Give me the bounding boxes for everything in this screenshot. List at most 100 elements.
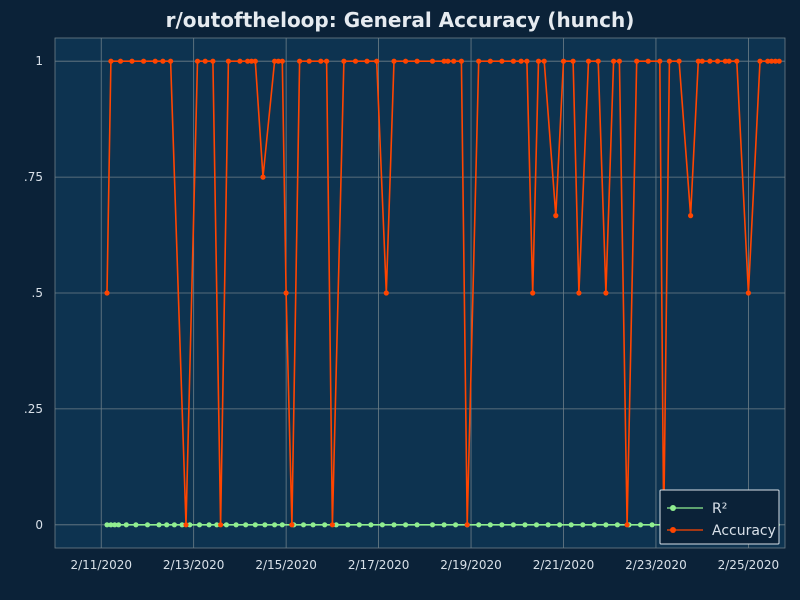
accuracy-point (160, 58, 166, 64)
r2-point (104, 522, 110, 528)
accuracy-point (576, 290, 582, 296)
accuracy-point (699, 58, 705, 64)
accuracy-point (570, 58, 576, 64)
accuracy-point (603, 290, 609, 296)
r2-point (116, 522, 122, 528)
r2-point (144, 522, 151, 528)
accuracy-point (518, 58, 524, 64)
legend-accuracy-label: Accuracy (712, 523, 776, 539)
accuracy-series-line (106, 60, 780, 526)
accuracy-point (194, 58, 201, 64)
accuracy-point (352, 58, 359, 64)
legend-accuracy-marker (670, 527, 676, 533)
accuracy-point (451, 58, 457, 64)
accuracy-point (715, 58, 721, 64)
r2-point (112, 522, 118, 528)
accuracy-point (441, 58, 447, 64)
r2-point (133, 522, 139, 528)
r2-point (272, 522, 278, 528)
r2-point (333, 522, 339, 528)
r2-point (391, 522, 397, 528)
r2-point (310, 522, 316, 528)
accuracy-point (476, 58, 482, 64)
r2-point (368, 522, 374, 528)
accuracy-point (688, 213, 694, 219)
accuracy-point (657, 58, 663, 64)
accuracy-point (585, 58, 592, 64)
accuracy-point (726, 58, 732, 64)
r2-point (300, 522, 307, 528)
accuracy-point (297, 58, 303, 64)
accuracy-point (374, 58, 380, 64)
accuracy-point (279, 58, 285, 64)
x-tick-label: 2/17/2020 (348, 558, 410, 572)
accuracy-point (289, 522, 295, 528)
accuracy-point (745, 290, 752, 296)
accuracy-point (318, 58, 324, 64)
accuracy-point (225, 58, 231, 64)
accuracy-point (329, 522, 335, 528)
accuracy-point (487, 58, 493, 64)
r2-point (156, 522, 162, 528)
accuracy-point (722, 58, 728, 64)
r2-point (403, 522, 409, 528)
accuracy-point (624, 522, 630, 528)
accuracy-point (183, 522, 189, 528)
r2-point (171, 522, 177, 528)
accuracy-point (695, 58, 701, 64)
accuracy-point (541, 58, 547, 64)
accuracy-point (202, 58, 208, 64)
r2-point (379, 522, 385, 528)
accuracy-point (524, 58, 530, 64)
r2-point (279, 522, 285, 528)
r2-point (476, 522, 482, 528)
accuracy-point (210, 58, 216, 64)
x-tick-label: 2/13/2020 (163, 558, 225, 572)
r2-point (243, 522, 249, 528)
accuracy-point (272, 58, 278, 64)
r2-point (591, 522, 597, 528)
accuracy-point (414, 58, 420, 64)
r2-point (345, 522, 351, 528)
r2-point (499, 522, 505, 528)
accuracy-point (645, 58, 651, 64)
chart-title: r/outoftheloop: General Accuracy (hunch) (166, 8, 635, 32)
accuracy-point (260, 174, 266, 180)
accuracy-point (776, 58, 782, 64)
r2-point (429, 522, 436, 528)
x-tick-label: 2/21/2020 (533, 558, 595, 572)
accuracy-point (152, 58, 158, 64)
accuracy-point (218, 522, 224, 528)
r2-point (441, 522, 447, 528)
r2-point (322, 522, 328, 528)
tick-labels: 0 .25 .5 .75 1 2/11/2020 2/13/2020 2/15/2020 2/1… (24, 54, 779, 572)
legend: R² Accuracy (659, 489, 780, 545)
accuracy-point (324, 58, 330, 64)
x-tick-label: 2/23/2020 (625, 558, 687, 572)
accuracy-point (141, 58, 147, 64)
r2-point (262, 522, 268, 528)
accuracy-point (707, 58, 713, 64)
y-tick-label: .75 (24, 170, 43, 184)
accuracy-point (104, 290, 110, 296)
accuracy-point (248, 58, 255, 64)
r2-point (123, 522, 129, 528)
accuracy-point (117, 58, 124, 64)
accuracy-point (757, 58, 763, 64)
accuracy-point (595, 58, 601, 64)
accuracy-point (237, 58, 243, 64)
accuracy-point (553, 213, 559, 219)
y-tick-label: 1 (35, 54, 43, 68)
r2-point (557, 522, 563, 528)
accuracy-point (445, 58, 451, 64)
accuracy-point (168, 58, 174, 64)
r2-point (252, 522, 258, 528)
y-tick-label: .25 (24, 402, 43, 416)
r2-point (196, 522, 203, 528)
accuracy-point (458, 58, 464, 64)
accuracy-point (108, 58, 114, 64)
x-tick-label: 2/11/2020 (70, 558, 132, 572)
r2-point (649, 522, 655, 528)
